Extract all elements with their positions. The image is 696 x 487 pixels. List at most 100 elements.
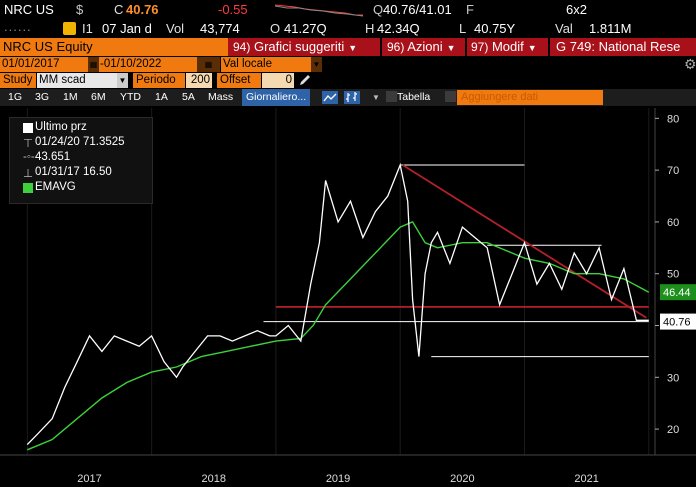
ema-tag-bg bbox=[660, 284, 696, 301]
ticker: NRC US bbox=[4, 2, 54, 17]
legend-high-marker: ⊤ bbox=[23, 138, 34, 150]
price-tags: 46.44 40.76 bbox=[660, 284, 696, 330]
open: 41.27Q bbox=[284, 21, 327, 36]
date: 07 Jan d bbox=[102, 21, 152, 36]
last-price: 40.76 bbox=[126, 2, 159, 17]
time-label: I1 bbox=[82, 21, 93, 36]
currency-mode-select[interactable]: Val locale bbox=[221, 57, 311, 72]
ema-swatch bbox=[23, 183, 33, 193]
volume: 43,774 bbox=[200, 21, 240, 36]
line-chart-icon[interactable] bbox=[322, 91, 338, 104]
y-tick-label: 50 bbox=[667, 269, 679, 281]
value-label: Val bbox=[555, 21, 573, 36]
add-data-field[interactable]: Aggiungere dati bbox=[457, 90, 603, 105]
currency: $ bbox=[76, 2, 84, 17]
bid-ask-label: Q bbox=[373, 2, 384, 17]
bar-chart-icon[interactable] bbox=[344, 91, 360, 104]
low: 40.75Y bbox=[474, 21, 516, 36]
legend-ema: EMAVG bbox=[35, 181, 76, 193]
quote-bar: NRC US $ C 40.76 -0.55 Q 40.76/41.01 F 6… bbox=[0, 0, 696, 19]
legend-low-marker: ⊥ bbox=[23, 168, 34, 180]
level-lines bbox=[263, 164, 649, 358]
x-tick-label: 2020 bbox=[450, 473, 474, 485]
y-tick-label: 60 bbox=[667, 217, 679, 229]
legend-high: 01/24/20 71.3525 bbox=[35, 136, 125, 148]
value-traded: 1.811M bbox=[589, 21, 632, 36]
alert-icon[interactable] bbox=[63, 22, 76, 35]
period-1m[interactable]: 1M bbox=[63, 91, 78, 103]
price-line bbox=[26, 162, 649, 446]
start-date-field[interactable]: 01/01/2017 bbox=[0, 57, 88, 72]
end-date-field[interactable]: -01/10/2022 bbox=[99, 57, 197, 72]
last-label: C bbox=[114, 2, 124, 17]
frequency-select[interactable]: Giornaliero... bbox=[242, 89, 311, 106]
x-tick-label: 2017 bbox=[77, 473, 101, 485]
table-button[interactable]: Tabella bbox=[397, 91, 431, 103]
menu-actions[interactable]: 96) Azioni ▼ bbox=[387, 39, 456, 54]
study-caret[interactable]: ▼ bbox=[117, 73, 128, 88]
open-label: O bbox=[270, 21, 281, 36]
settings-icon[interactable]: ⚙ bbox=[684, 57, 696, 72]
pencil-icon[interactable] bbox=[298, 74, 312, 87]
study-label: Study bbox=[0, 73, 36, 88]
x-axis: 2017 2018 2019 2020 2021 bbox=[77, 473, 599, 485]
y-tick-label: 30 bbox=[667, 372, 679, 384]
security-title[interactable]: NRC US Equity bbox=[0, 38, 228, 56]
offset-field[interactable]: 0 bbox=[262, 73, 294, 88]
period-6m[interactable]: 6M bbox=[91, 91, 106, 103]
period-1d[interactable]: 1G bbox=[8, 91, 23, 103]
toolbar: 1G 3G 1M 6M YTD 1A 5A Mass Giornaliero..… bbox=[0, 89, 696, 106]
bid-ask-flag: F bbox=[466, 2, 474, 17]
table-icon bbox=[386, 91, 397, 102]
last-tag-bg bbox=[660, 313, 696, 330]
high-label: H bbox=[365, 21, 375, 36]
low-label: L bbox=[459, 21, 467, 36]
date-range-bar: 01/01/2017 ▦ -01/10/2022 ▦ Val locale ▼ … bbox=[0, 57, 696, 72]
y-axis: 20304050607080 bbox=[655, 113, 679, 436]
ema-line bbox=[27, 221, 650, 451]
legend-low: 01/31/17 16.50 bbox=[35, 166, 112, 178]
high: 42.34Q bbox=[377, 21, 420, 36]
chart-legend: Ultimo prz ⊤ 01/24/20 71.3525 -◦- 43.651… bbox=[9, 117, 153, 204]
x-tick-label: 2019 bbox=[326, 473, 350, 485]
menu-suggested-charts[interactable]: 94) Grafici suggeriti ▼ bbox=[233, 39, 358, 54]
chart-type-caret[interactable]: ▼ bbox=[372, 93, 380, 102]
y-tick-label: 80 bbox=[667, 113, 679, 125]
menu-chart-name[interactable]: G 749: National Rese bbox=[556, 39, 681, 54]
bid-ask: 40.76/41.01 bbox=[383, 2, 452, 17]
period-label: Periodo bbox=[133, 73, 185, 88]
price-swatch bbox=[23, 123, 33, 133]
legend-price: Ultimo prz bbox=[35, 121, 87, 133]
volume-label: Vol bbox=[166, 21, 185, 36]
period-1y[interactable]: 1A bbox=[155, 91, 168, 103]
size: 6x2 bbox=[566, 2, 587, 17]
menu-edit[interactable]: 97) Modif ▼ bbox=[471, 39, 537, 54]
offset-label: Offset bbox=[217, 73, 261, 88]
x-tick-label: 2018 bbox=[202, 473, 226, 485]
study-select[interactable]: MM scad bbox=[37, 73, 117, 88]
info-bar: ...... I1 07 Jan d Vol 43,774 O 41.27Q H… bbox=[0, 19, 696, 38]
end-date-picker[interactable]: ▦ bbox=[197, 57, 220, 72]
start-date-picker[interactable]: ▦ bbox=[88, 57, 99, 72]
study-bar: Study MM scad ▼ Periodo 200 Offset 0 bbox=[0, 73, 696, 88]
dots: ...... bbox=[4, 19, 32, 34]
period-5y[interactable]: 5A bbox=[182, 91, 195, 103]
period-3d[interactable]: 3G bbox=[35, 91, 50, 103]
sparkline-icon bbox=[275, 4, 363, 17]
chart-grid bbox=[0, 108, 696, 456]
header-bar: NRC US Equity 94) Grafici suggeriti ▼ 96)… bbox=[0, 38, 696, 56]
period-max[interactable]: Mass bbox=[208, 91, 234, 103]
period-field[interactable]: 200 bbox=[186, 73, 212, 88]
net-change: -0.55 bbox=[218, 2, 248, 17]
last-tag: 40.76 bbox=[663, 317, 691, 329]
trend-lines bbox=[275, 164, 649, 319]
period-ytd[interactable]: YTD bbox=[120, 91, 141, 103]
y-tick-label: 70 bbox=[667, 165, 679, 177]
ema-tag: 46.44 bbox=[663, 287, 691, 299]
legend-avg-marker: -◦- bbox=[23, 151, 35, 163]
add-data-icon bbox=[445, 91, 456, 102]
y-tick-label: 20 bbox=[667, 424, 679, 436]
legend-average: 43.651 bbox=[35, 151, 71, 163]
currency-mode-caret[interactable]: ▼ bbox=[311, 57, 322, 72]
